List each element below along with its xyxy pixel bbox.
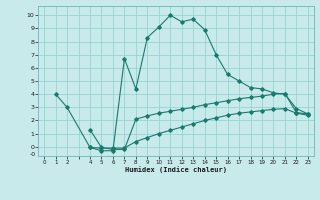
X-axis label: Humidex (Indice chaleur): Humidex (Indice chaleur) bbox=[125, 167, 227, 173]
Text: -0: -0 bbox=[29, 152, 36, 157]
